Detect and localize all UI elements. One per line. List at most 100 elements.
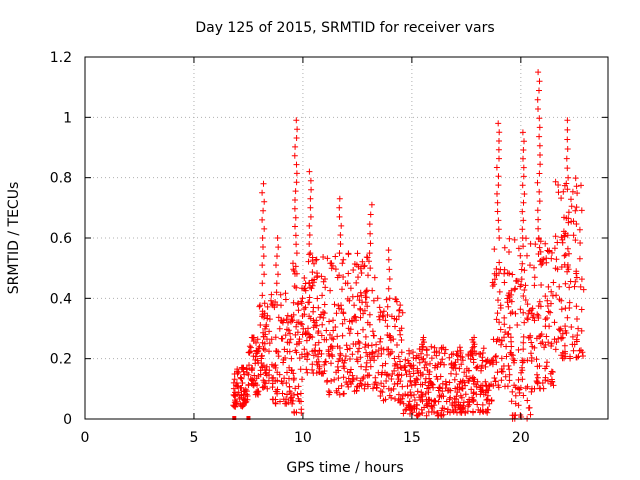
data-point (292, 214, 299, 221)
data-point (378, 380, 385, 387)
data-point (385, 256, 392, 263)
data-point (549, 378, 556, 385)
data-point (561, 233, 568, 240)
data-point (272, 364, 279, 371)
data-point (313, 358, 320, 365)
chart-title: Day 125 of 2015, SRMTID for receiver var… (195, 20, 494, 36)
data-point (422, 359, 429, 365)
data-point (350, 376, 357, 383)
data-point (512, 285, 519, 292)
data-point (437, 359, 444, 366)
data-point (301, 275, 308, 281)
data-point (536, 87, 542, 94)
data-point (357, 314, 364, 321)
data-point (291, 205, 298, 212)
data-point (282, 400, 289, 407)
data-point (441, 361, 448, 368)
data-point (362, 341, 369, 348)
data-point (312, 342, 319, 348)
data-point (401, 364, 408, 371)
data-point (297, 390, 304, 397)
data-point (298, 406, 305, 413)
data-point (504, 383, 511, 390)
data-point (535, 225, 542, 232)
data-point (491, 246, 498, 253)
data-point (520, 392, 527, 399)
data-point (494, 208, 501, 215)
data-point (372, 374, 379, 381)
data-point (276, 325, 283, 332)
data-point (524, 301, 531, 308)
data-point (315, 339, 322, 346)
data-point (495, 297, 501, 304)
data-point (333, 310, 340, 317)
data-point (293, 284, 300, 291)
data-point (340, 374, 347, 381)
data-point (548, 255, 555, 262)
data-point (366, 311, 373, 318)
data-point (502, 373, 509, 380)
data-point (313, 370, 320, 376)
data-point (517, 252, 524, 259)
data-point (537, 303, 544, 310)
data-point (410, 349, 416, 356)
data-point (399, 383, 406, 390)
data-point (323, 327, 330, 334)
data-point (478, 367, 484, 374)
data-point (377, 388, 384, 395)
data-point (524, 357, 531, 364)
data-point (525, 310, 532, 317)
data-point (497, 302, 504, 309)
data-point (559, 330, 566, 337)
data-point (388, 394, 395, 401)
data-point (550, 279, 557, 286)
data-point (333, 369, 340, 376)
data-point (301, 306, 308, 312)
data-point (569, 333, 576, 340)
data-point (350, 267, 357, 273)
data-point (274, 390, 281, 397)
data-point (524, 315, 531, 322)
data-point (380, 308, 387, 315)
data-point (291, 408, 298, 415)
data-point (402, 407, 409, 413)
data-point (383, 378, 390, 384)
data-point (328, 351, 335, 358)
data-point (540, 256, 547, 263)
data-point (335, 302, 342, 309)
data-point (262, 325, 268, 332)
data-point (278, 302, 284, 309)
data-point (528, 358, 535, 364)
data-point (410, 354, 417, 361)
data-point (357, 380, 364, 387)
y-tick-label: 0 (63, 412, 72, 428)
data-point (494, 369, 501, 376)
data-point (507, 334, 514, 341)
data-point (320, 309, 327, 315)
data-point (385, 285, 392, 292)
data-point (553, 292, 560, 299)
data-point (520, 309, 527, 316)
data-point (558, 352, 565, 359)
data-point (419, 356, 426, 363)
data-point (252, 380, 259, 387)
data-point (334, 343, 341, 350)
data-point (428, 343, 435, 350)
data-point (290, 397, 296, 404)
data-point (473, 383, 480, 390)
data-point (362, 344, 368, 351)
data-point (558, 334, 564, 341)
data-point (566, 305, 573, 311)
data-point (341, 390, 347, 397)
data-point (578, 306, 585, 313)
data-point (409, 409, 416, 416)
data-point (336, 391, 343, 398)
data-point (562, 323, 569, 330)
data-point (309, 269, 316, 276)
data-point (246, 362, 252, 369)
data-point (245, 382, 252, 389)
data-point (460, 399, 467, 406)
data-point (564, 232, 571, 239)
